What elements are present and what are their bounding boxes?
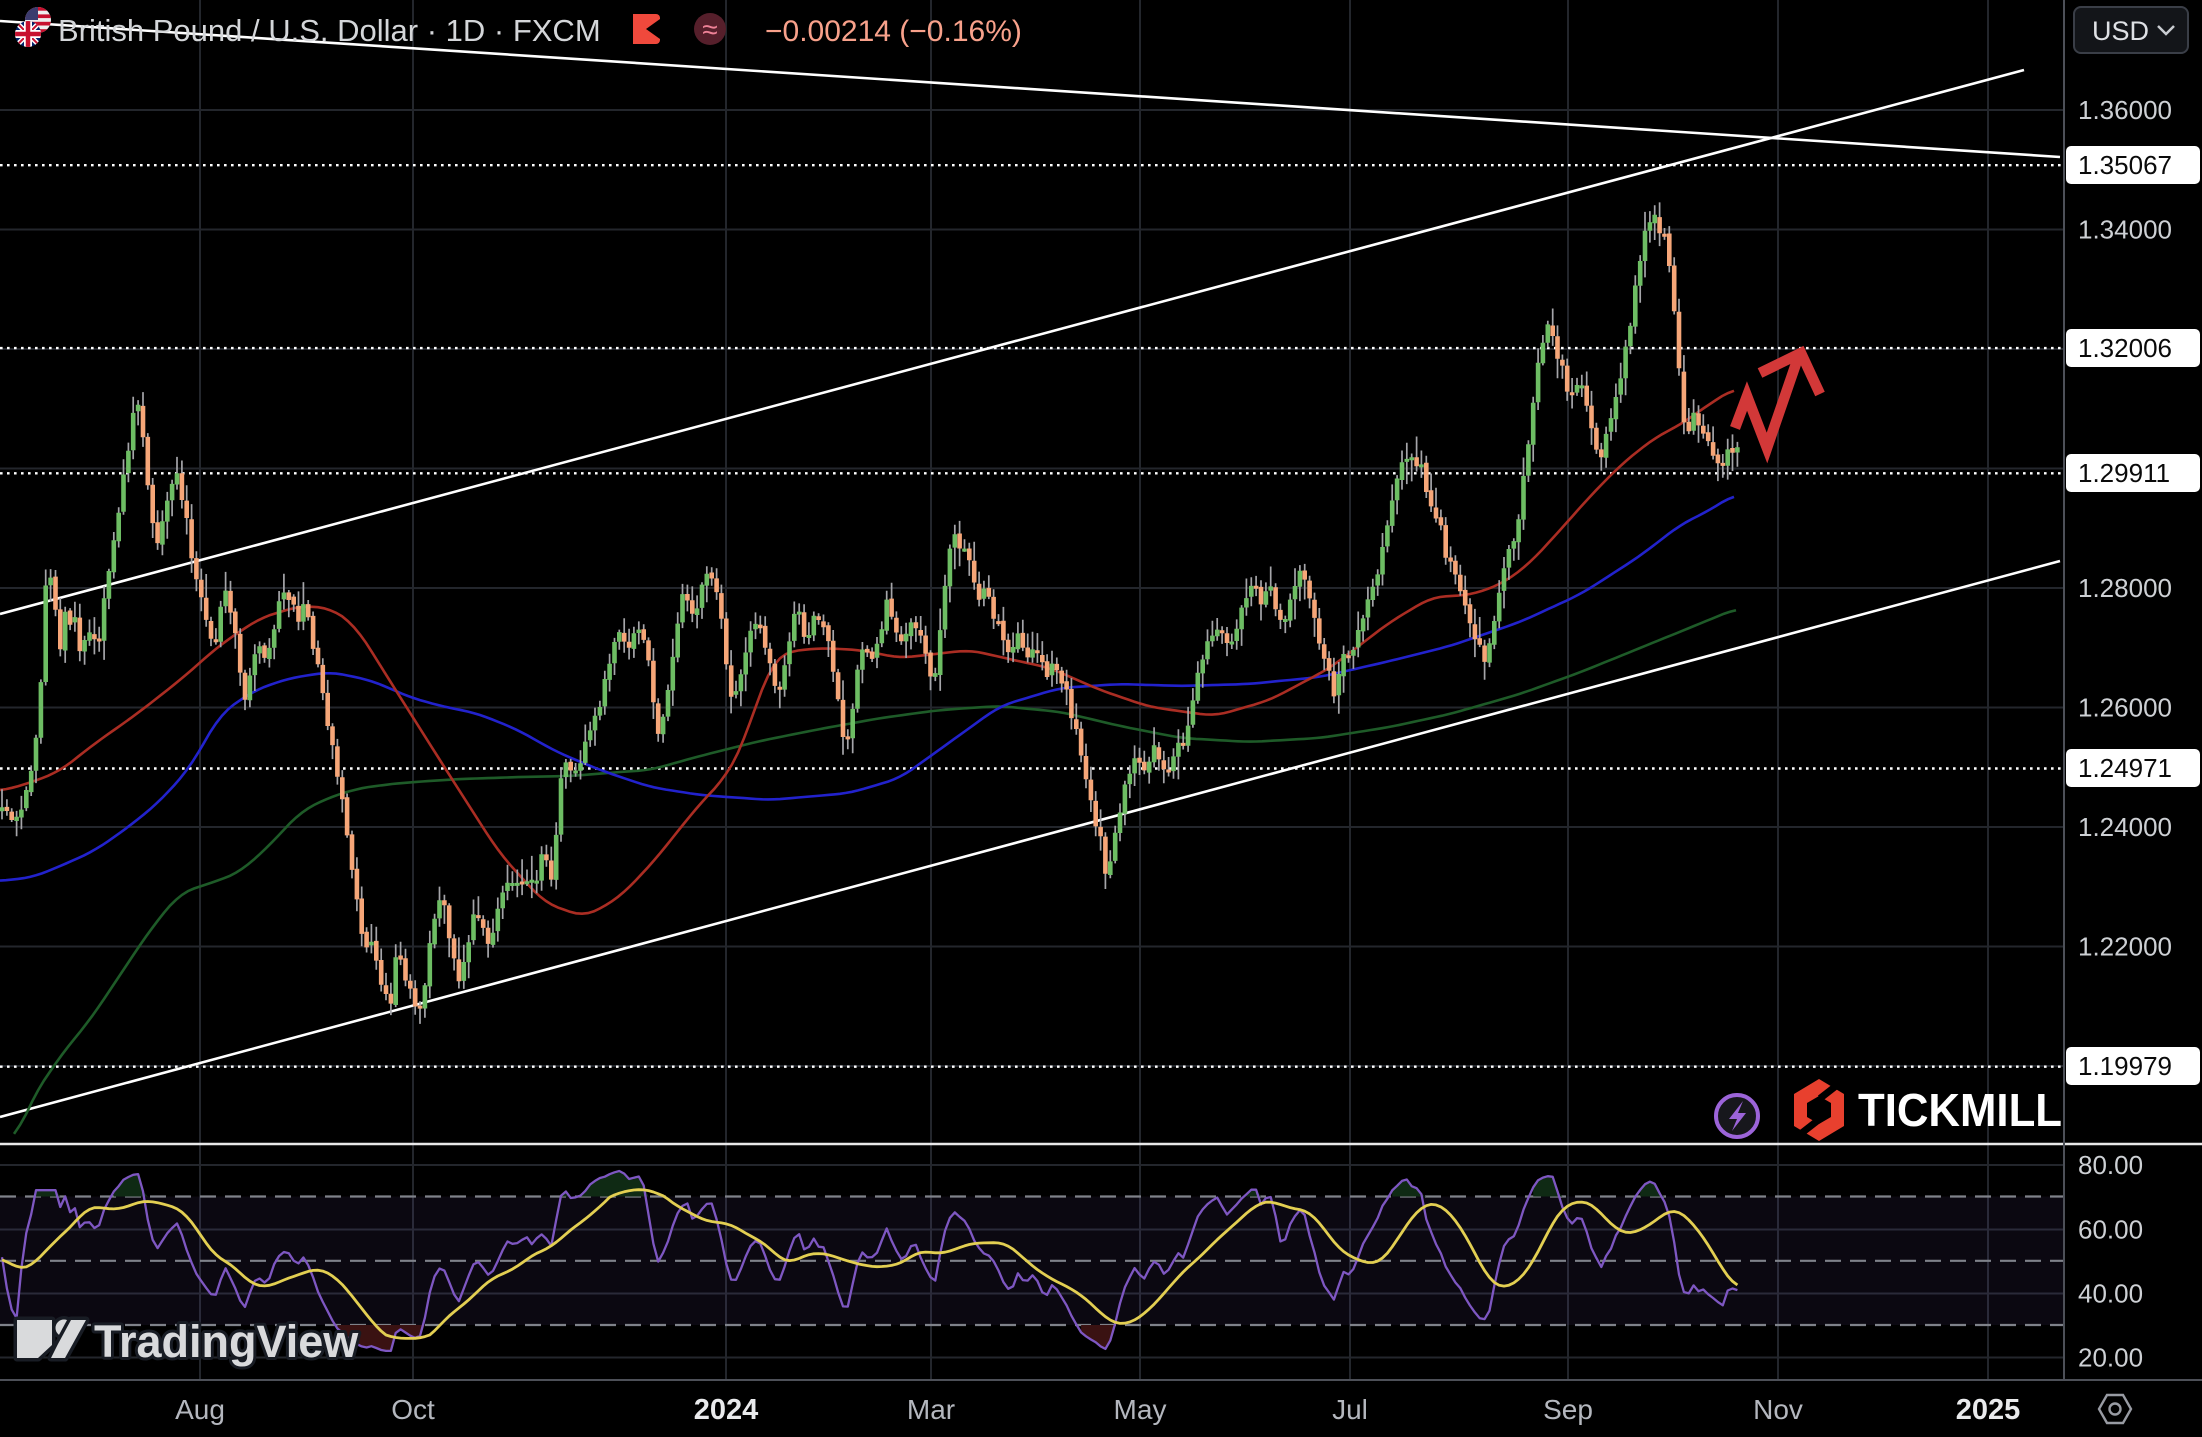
- svg-text:1.34000: 1.34000: [2078, 215, 2172, 245]
- svg-text:Nov: Nov: [1753, 1394, 1803, 1425]
- svg-text:May: May: [1114, 1394, 1167, 1425]
- svg-text:1.36000: 1.36000: [2078, 95, 2172, 125]
- svg-text:1.26000: 1.26000: [2078, 693, 2172, 723]
- svg-text:60.00: 60.00: [2078, 1215, 2143, 1245]
- svg-text:1.32006: 1.32006: [2078, 333, 2172, 363]
- svg-text:Aug: Aug: [175, 1394, 225, 1425]
- svg-text:80.00: 80.00: [2078, 1150, 2143, 1180]
- svg-text:2025: 2025: [1956, 1394, 2021, 1426]
- svg-text:Mar: Mar: [907, 1394, 955, 1425]
- svg-text:20.00: 20.00: [2078, 1343, 2143, 1373]
- svg-text:Sep: Sep: [1543, 1394, 1593, 1425]
- svg-text:1.29911: 1.29911: [2078, 458, 2170, 488]
- svg-text:1.24000: 1.24000: [2078, 812, 2172, 842]
- svg-text:TradingView: TradingView: [94, 1316, 359, 1367]
- svg-text:1.19979: 1.19979: [2078, 1051, 2172, 1081]
- svg-text:40.00: 40.00: [2078, 1279, 2143, 1309]
- svg-text:1.24971: 1.24971: [2078, 753, 2172, 783]
- svg-text:1.28000: 1.28000: [2078, 573, 2172, 603]
- svg-text:2024: 2024: [694, 1394, 759, 1426]
- svg-text:1.35067: 1.35067: [2078, 150, 2172, 180]
- svg-text:Oct: Oct: [391, 1394, 435, 1425]
- svg-text:British Pound / U.S. Dollar ·: British Pound / U.S. Dollar · 1D · FXCM: [58, 13, 601, 48]
- svg-text:−0.00214 (−0.16%): −0.00214 (−0.16%): [765, 15, 1022, 48]
- svg-text:≈: ≈: [702, 14, 717, 45]
- svg-text:USD: USD: [2092, 16, 2149, 46]
- svg-text:1.22000: 1.22000: [2078, 932, 2172, 962]
- svg-text:Jul: Jul: [1332, 1394, 1368, 1425]
- svg-text:TICKMILL: TICKMILL: [1858, 1084, 2062, 1136]
